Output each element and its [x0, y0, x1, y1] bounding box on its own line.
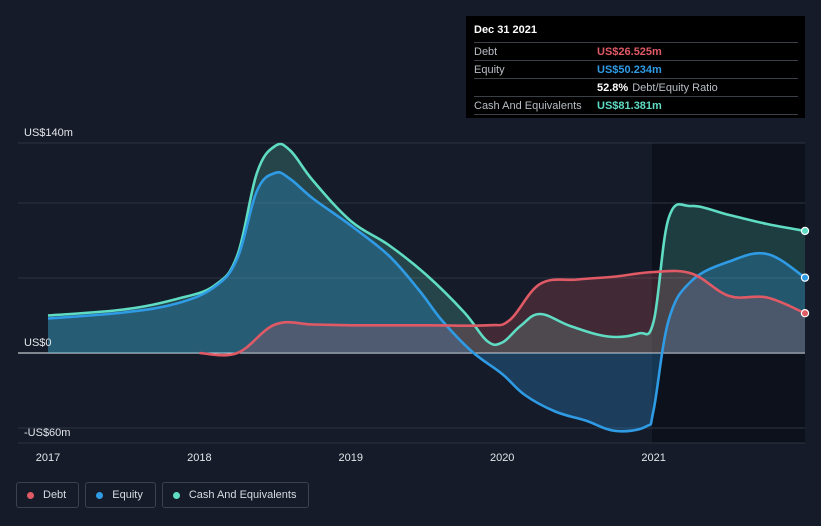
debt-dot-icon — [27, 491, 34, 499]
tooltip-date: Dec 31 2021 — [474, 24, 537, 36]
tooltip-debt-value: US$26.525m — [597, 45, 662, 58]
legend-item-cash[interactable]: Cash And Equivalents — [161, 482, 310, 508]
x-tick-label: 2020 — [490, 452, 514, 464]
tooltip-equity-value: US$50.234m — [597, 63, 662, 76]
y-tick-label: US$140m — [24, 127, 73, 139]
legend-label-cash: Cash And Equivalents — [188, 489, 297, 501]
y-tick-label: US$0 — [24, 337, 52, 349]
legend-item-equity[interactable]: Equity — [85, 482, 156, 508]
y-tick-label: -US$60m — [24, 427, 70, 439]
legend-label-debt: Debt — [43, 489, 67, 501]
tooltip-row-cash: Cash And Equivalents US$81.381m — [474, 96, 798, 115]
tooltip-panel: Dec 31 2021 Debt US$26.525m Equity US$50… — [466, 16, 805, 118]
debt-area — [199, 270, 805, 356]
series-lines — [47, 142, 806, 433]
series-endpoints — [800, 226, 810, 318]
cash-dot-icon — [172, 491, 180, 499]
tooltip-cash-label: Cash And Equivalents — [474, 99, 582, 112]
legend: Debt Equity Cash And Equivalents — [16, 482, 310, 510]
gridlines — [18, 142, 805, 444]
y-axis-labels: US$140m US$0 -US$60m — [24, 127, 73, 439]
x-axis-labels: 2017 2018 2019 2020 2021 — [36, 452, 666, 464]
tooltip-row-equity: Equity US$50.234m — [474, 60, 798, 78]
cash-and-equivalents-area — [48, 143, 805, 353]
equity-dot-icon — [96, 491, 104, 499]
x-tick-label: 2019 — [339, 452, 363, 464]
x-tick-label: 2018 — [187, 452, 211, 464]
tooltip-row-debt: Debt US$26.525m — [474, 42, 798, 60]
tooltip-ratio-label: Debt/Equity Ratio — [632, 81, 718, 94]
x-tick-label: 2021 — [641, 452, 665, 464]
tooltip-equity-label: Equity — [474, 63, 505, 76]
tooltip-ratio-value: 52.8% — [597, 81, 629, 94]
equity-endpoint — [800, 273, 810, 282]
plot-future-zone — [652, 143, 805, 443]
tooltip-row-ratio: 52.8% Debt/Equity Ratio — [474, 78, 798, 96]
cash-and-equivalents-endpoint — [800, 226, 810, 236]
legend-item-debt[interactable]: Debt — [16, 482, 80, 508]
legend-label-equity: Equity — [112, 489, 143, 501]
equity-line — [47, 171, 806, 433]
debt-line — [199, 269, 806, 357]
tooltip-cash-value: US$81.381m — [597, 99, 662, 112]
debt-endpoint — [800, 309, 810, 318]
tooltip-debt-label: Debt — [474, 45, 498, 58]
x-tick-label: 2017 — [36, 452, 60, 464]
